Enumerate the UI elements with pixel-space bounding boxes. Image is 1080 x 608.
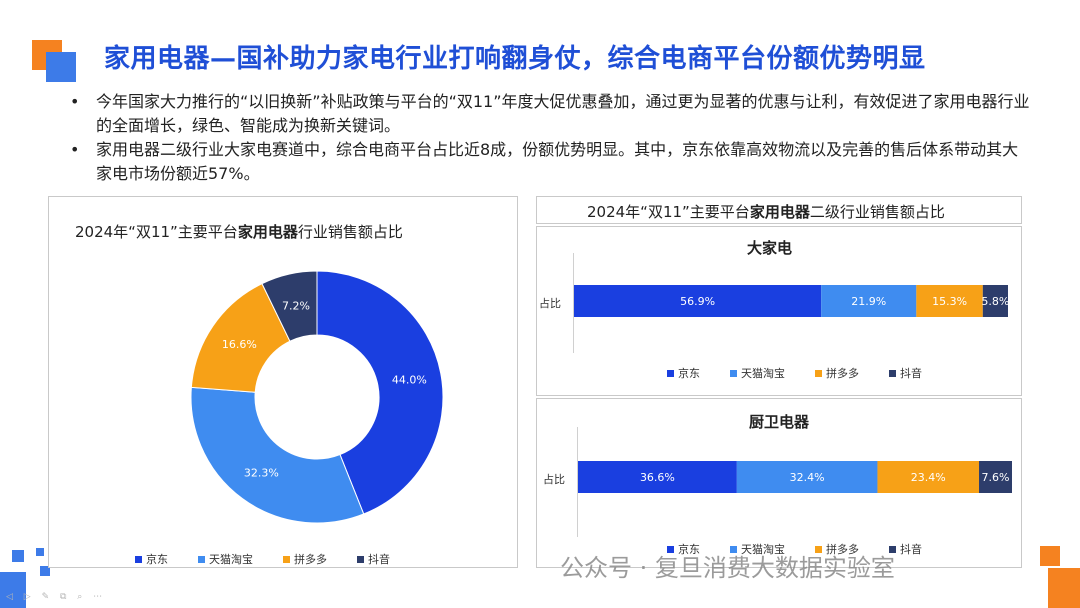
legend-label: 天猫淘宝: [741, 367, 785, 380]
legend-item: 拼多多: [815, 365, 859, 381]
legend-swatch: [667, 369, 674, 377]
legend-label: 拼多多: [294, 553, 327, 566]
donut-slice-3: [261, 270, 318, 342]
donut-slice-0: [316, 270, 444, 515]
bar-segment-label: 5.8%: [981, 295, 1009, 308]
donut-slice-2: [190, 282, 291, 393]
bar-chart-title: 厨卫电器: [749, 413, 810, 431]
legend-label: 天猫淘宝: [209, 553, 253, 566]
bar-legend: 京东 天猫淘宝 拼多多 抖音: [667, 541, 922, 557]
legend-item: 天猫淘宝: [730, 541, 785, 557]
bar-segment-3: [979, 461, 1012, 493]
legend-swatch: [889, 369, 896, 377]
watermark-text: 公众号 · 复旦消费大数据实验室: [560, 554, 895, 582]
bar-segment-label: 32.4%: [790, 471, 825, 484]
legend-label: 天猫淘宝: [741, 543, 785, 556]
donut-legend: 京东 天猫淘宝 拼多多 抖音: [135, 551, 390, 567]
legend-item: 抖音: [889, 365, 922, 381]
bar-charts-header: 2024年“双11”主要平台家用电器二级行业销售额占比: [536, 196, 1022, 224]
donut-chart-panel: 2024年“双11”主要平台家用电器行业销售额占比 44.0% 32.3% 16.6…: [48, 196, 518, 568]
legend-item: 拼多多: [815, 541, 859, 557]
legend-label: 抖音: [900, 367, 922, 380]
deco-square-small-2: [36, 548, 44, 556]
deco-square-small-3: [40, 566, 50, 576]
deco-square-br-orange-2: [1048, 568, 1080, 608]
legend-item: 天猫淘宝: [198, 551, 253, 567]
legend-swatch: [815, 545, 822, 553]
donut-slice-label: 7.2%: [282, 299, 310, 312]
bar-axis-line: [573, 253, 574, 353]
legend-item: 抖音: [889, 541, 922, 557]
bar-segment-3: [982, 285, 1008, 317]
bar-segment-label: 23.4%: [911, 471, 946, 484]
legend-swatch: [730, 369, 737, 377]
legend-label: 抖音: [368, 553, 390, 566]
legend-item: 京东: [667, 365, 700, 381]
legend-label: 京东: [146, 553, 168, 566]
legend-item: 京东: [667, 541, 700, 557]
bar-segment-1: [736, 461, 878, 493]
bar-segment-label: 7.6%: [982, 471, 1010, 484]
bar-chart-title: 大家电: [747, 239, 793, 257]
legend-swatch: [730, 545, 737, 553]
page-title: 家用电器—国补助力家电行业打响翻身仗，综合电商平台份额优势明显: [104, 44, 926, 74]
bar-charts-header-title: 2024年“双11”主要平台家用电器二级行业销售额占比: [587, 203, 945, 221]
donut-chart: 44.0% 32.3% 16.6% 7.2%: [190, 270, 444, 524]
bar-segment-0: [574, 285, 822, 317]
legend-swatch: [283, 555, 290, 563]
legend-swatch: [198, 555, 205, 563]
slide-nav-icons[interactable]: ◁ ▷ ✎ ⧉ ⌕ ⋯: [6, 592, 107, 602]
bar-segment-label: 36.6%: [640, 471, 675, 484]
bar-chart-panel-large-appliance: 大家电 占比 56.9% 21.9% 15.3% 5.8% 京东 天猫淘宝 拼多多 抖音: [536, 226, 1022, 396]
bar-axis-line: [577, 427, 578, 537]
legend-label: 拼多多: [826, 367, 859, 380]
bar-chart-panel-kitchen-bath: 厨卫电器 占比 36.6% 32.4% 23.4% 7.6% 京东 天猫淘宝 拼多多 抖音: [536, 398, 1022, 568]
bar-segment-2: [877, 461, 980, 493]
donut-slice-label: 16.6%: [222, 338, 257, 351]
legend-swatch: [889, 545, 896, 553]
bar-segment-label: 56.9%: [680, 295, 715, 308]
bar-segment-label: 21.9%: [851, 295, 886, 308]
legend-swatch: [135, 555, 142, 563]
legend-item: 拼多多: [283, 551, 327, 567]
donut-slice-1: [190, 386, 365, 524]
legend-swatch: [667, 545, 674, 553]
bullet-item: 今年国家大力推行的“以旧换新”补贴政策与平台的“双11”年度大促优惠叠加，通过更…: [70, 90, 1030, 138]
stacked-bar: 36.6% 32.4% 23.4% 7.6%: [578, 461, 1012, 493]
bar-segment-2: [916, 285, 983, 317]
deco-square-blue: [46, 52, 76, 82]
donut-chart-title: 2024年“双11”主要平台家用电器行业销售额占比: [75, 223, 403, 241]
legend-label: 京东: [678, 367, 700, 380]
deco-square-br-orange: [1040, 546, 1060, 566]
stacked-bar: 56.9% 21.9% 15.3% 5.8%: [574, 285, 1009, 317]
bar-category-label: 占比: [539, 297, 561, 310]
legend-label: 京东: [678, 543, 700, 556]
bar-segment-0: [578, 461, 737, 493]
legend-swatch: [815, 369, 822, 377]
legend-item: 京东: [135, 551, 168, 567]
legend-label: 抖音: [900, 543, 922, 556]
bar-category-label: 占比: [543, 473, 565, 486]
deco-square-small-4: [0, 572, 26, 608]
bullet-item: 家用电器二级行业大家电赛道中，综合电商平台占比近8成，份额优势明显。其中，京东依…: [70, 138, 1030, 186]
legend-item: 天猫淘宝: [730, 365, 785, 381]
donut-slice-label: 32.3%: [244, 467, 279, 480]
bar-segment-1: [821, 285, 917, 317]
legend-label: 拼多多: [826, 543, 859, 556]
bar-segment-label: 15.3%: [932, 295, 967, 308]
legend-swatch: [357, 555, 364, 563]
donut-slice-label: 44.0%: [392, 373, 427, 386]
legend-item: 抖音: [357, 551, 390, 567]
deco-square-small-1: [12, 550, 24, 562]
bar-legend: 京东 天猫淘宝 拼多多 抖音: [667, 365, 922, 381]
bullet-list: 今年国家大力推行的“以旧换新”补贴政策与平台的“双11”年度大促优惠叠加，通过更…: [70, 90, 1030, 186]
